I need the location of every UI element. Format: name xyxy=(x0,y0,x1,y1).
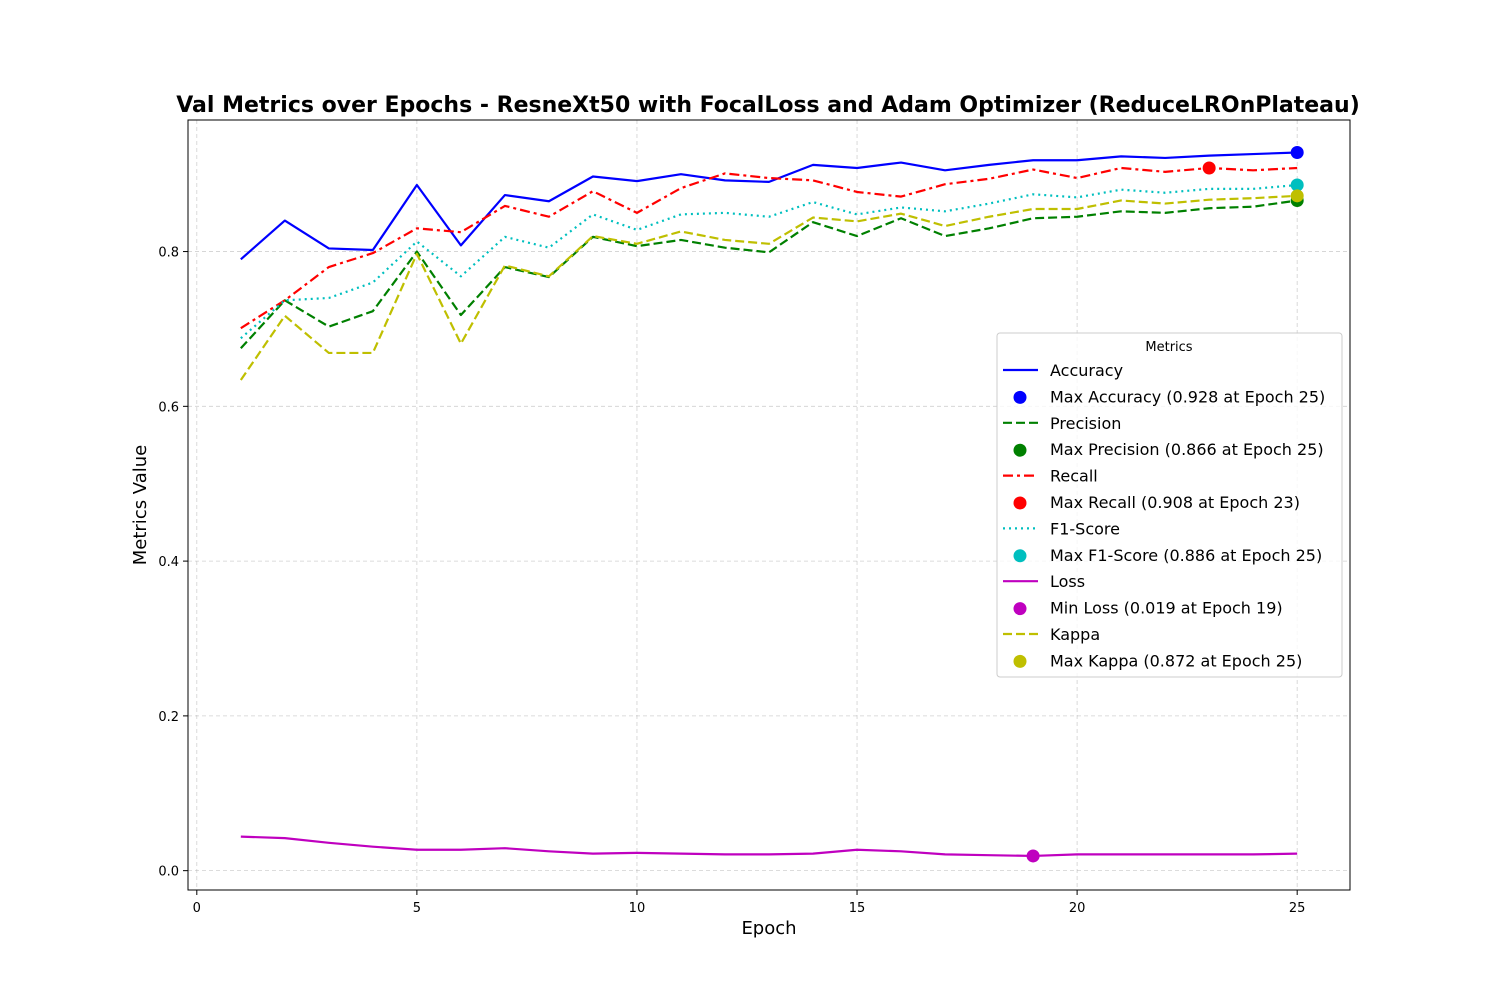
legend-label-kappa: Kappa xyxy=(1050,625,1100,644)
legend-label-accuracy: Accuracy xyxy=(1050,361,1123,380)
series-line-accuracy xyxy=(240,151,1298,261)
legend-title: Metrics xyxy=(1145,340,1192,355)
x-tick-label: 20 xyxy=(1069,901,1086,916)
legend-marker-loss xyxy=(1013,602,1027,616)
marker-kappa xyxy=(1290,189,1304,203)
legend-marker-accuracy xyxy=(1013,390,1027,404)
x-tick-label: 15 xyxy=(849,901,866,916)
legend-label-loss: Loss xyxy=(1050,572,1085,591)
y-tick-label: 0.6 xyxy=(158,400,179,415)
x-axis-label: Epoch xyxy=(741,918,796,939)
series-markers xyxy=(1026,146,1304,863)
y-axis-label: Metrics Value xyxy=(130,445,151,566)
legend-label-f1-score: F1-Score xyxy=(1050,519,1120,538)
legend-frame xyxy=(996,332,1343,678)
marker-f1-score xyxy=(1290,178,1304,192)
series-lines xyxy=(239,151,1298,858)
legend-marker-label-loss: Min Loss (0.019 at Epoch 19) xyxy=(1050,599,1283,618)
legend: Metrics Accuracy Max Accuracy (0.928 at E… xyxy=(996,332,1343,678)
y-tick-label: 0.0 xyxy=(158,865,179,880)
legend-label-recall: Recall xyxy=(1050,467,1098,486)
legend-marker-label-recall: Max Recall (0.908 at Epoch 23) xyxy=(1050,493,1300,512)
x-tick-label: 25 xyxy=(1289,901,1306,916)
series-line-loss xyxy=(240,835,1298,858)
marker-loss xyxy=(1026,849,1040,863)
legend-label-precision: Precision xyxy=(1050,414,1121,433)
x-tick-label: 10 xyxy=(629,901,646,916)
legend-marker-f1-score xyxy=(1013,549,1027,563)
plot-area-frame xyxy=(187,119,1351,891)
y-tick-label: 0.2 xyxy=(158,710,179,725)
y-tick-label: 0.4 xyxy=(158,555,179,570)
x-tick-label: 5 xyxy=(413,901,421,916)
legend-marker-precision xyxy=(1013,443,1027,457)
legend-marker-label-kappa: Max Kappa (0.872 at Epoch 25) xyxy=(1050,651,1302,670)
legend-marker-label-precision: Max Precision (0.866 at Epoch 25) xyxy=(1050,440,1324,459)
series-line-recall xyxy=(240,166,1298,330)
series-line-f1-score xyxy=(240,183,1298,340)
marker-accuracy xyxy=(1290,146,1304,160)
series-line-precision xyxy=(240,199,1298,350)
axis-ticks: 0 5 10 15 20 25 0.0 0.2 0.4 0.6 0.8 xyxy=(158,246,1305,916)
series-line-kappa xyxy=(239,194,1298,381)
chart-title: Val Metrics over Epochs - ResneXt50 with… xyxy=(176,93,1360,118)
legend-marker-recall xyxy=(1013,496,1027,510)
legend-marker-label-f1-score: Max F1-Score (0.886 at Epoch 25) xyxy=(1050,546,1322,565)
y-tick-label: 0.8 xyxy=(158,246,179,261)
legend-marker-label-accuracy: Max Accuracy (0.928 at Epoch 25) xyxy=(1050,387,1325,406)
legend-marker-kappa xyxy=(1013,654,1027,668)
marker-recall xyxy=(1202,161,1216,175)
x-tick-label: 0 xyxy=(193,901,201,916)
